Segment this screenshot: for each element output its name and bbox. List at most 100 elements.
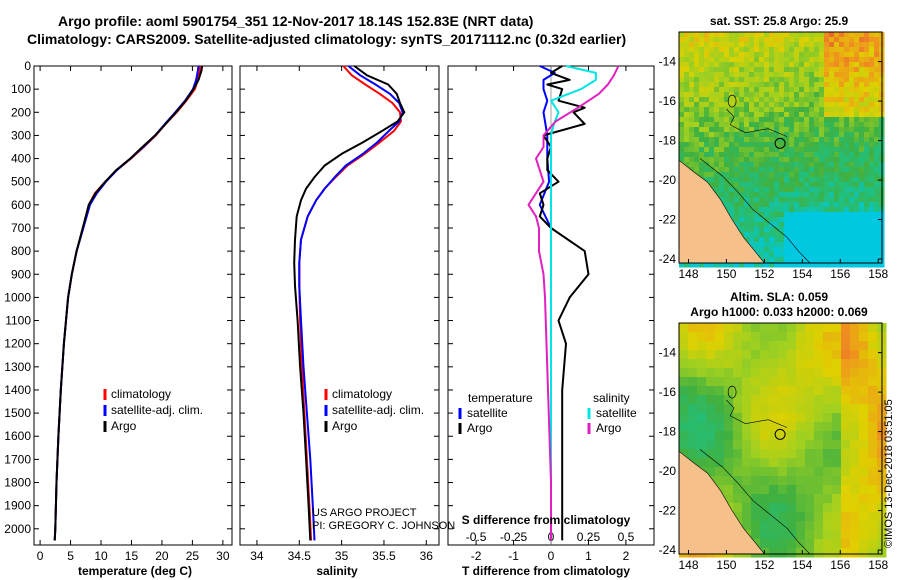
map-cell bbox=[859, 217, 865, 223]
map-cell bbox=[854, 47, 860, 53]
map-cell bbox=[824, 187, 830, 193]
map-cell bbox=[844, 67, 850, 73]
map-cell bbox=[839, 252, 845, 258]
map-cell bbox=[699, 262, 705, 268]
map-cell bbox=[849, 192, 855, 198]
map-cell bbox=[764, 132, 770, 138]
map-cell bbox=[829, 92, 835, 98]
map-cell bbox=[779, 242, 785, 248]
map-cell bbox=[733, 431, 743, 441]
map-cell bbox=[729, 97, 735, 103]
map-cell bbox=[844, 202, 850, 208]
map-cell bbox=[769, 262, 775, 268]
map-cell bbox=[829, 252, 835, 258]
map-cell bbox=[868, 404, 878, 414]
map-cell bbox=[724, 77, 730, 83]
map-cell bbox=[859, 440, 869, 450]
map-cell bbox=[824, 237, 830, 243]
map-cell bbox=[751, 503, 761, 513]
map-cell bbox=[809, 72, 815, 78]
map-cell bbox=[844, 62, 850, 68]
map-cell bbox=[778, 485, 788, 495]
map-cell bbox=[784, 152, 790, 158]
map-cell bbox=[769, 167, 775, 173]
map-cell bbox=[744, 62, 750, 68]
map-cell bbox=[759, 107, 765, 113]
map-cell bbox=[854, 72, 860, 78]
map-cell bbox=[759, 47, 765, 53]
map-cell bbox=[868, 350, 878, 360]
map-cell bbox=[849, 222, 855, 228]
map-cell bbox=[819, 262, 825, 268]
map-cell bbox=[829, 112, 835, 118]
map-cell bbox=[715, 332, 725, 342]
map-cell bbox=[805, 467, 815, 477]
map-cell bbox=[849, 147, 855, 153]
map-cell bbox=[864, 197, 870, 203]
map-cell bbox=[796, 440, 806, 450]
y-tick-label: 1600 bbox=[4, 429, 31, 443]
map-cell bbox=[864, 72, 870, 78]
map-cell bbox=[784, 207, 790, 213]
map-cell bbox=[844, 227, 850, 233]
map-cell bbox=[769, 341, 779, 351]
map-cell bbox=[819, 112, 825, 118]
map-cell bbox=[689, 157, 695, 163]
map-cell bbox=[754, 192, 760, 198]
map-cell bbox=[764, 147, 770, 153]
map-cell bbox=[849, 182, 855, 188]
map-cell bbox=[823, 494, 833, 504]
map-cell bbox=[844, 72, 850, 78]
map-cell bbox=[794, 117, 800, 123]
map-cell bbox=[733, 368, 743, 378]
map-cell bbox=[739, 77, 745, 83]
map-cell bbox=[742, 458, 752, 468]
map-cell bbox=[779, 107, 785, 113]
map-cell bbox=[859, 112, 865, 118]
map-cell bbox=[684, 72, 690, 78]
sla-map-title: Altim. SLA: 0.059 bbox=[730, 290, 828, 304]
map-cell bbox=[734, 87, 740, 93]
map-cell bbox=[789, 262, 795, 268]
map-cell bbox=[751, 485, 761, 495]
map-frame bbox=[678, 322, 883, 555]
map-cell bbox=[679, 117, 685, 123]
map-cell bbox=[859, 57, 865, 63]
map-cell bbox=[854, 262, 860, 268]
map-cell bbox=[742, 359, 752, 369]
map-cell bbox=[799, 122, 805, 128]
map-cell bbox=[874, 197, 880, 203]
map-cell bbox=[733, 332, 743, 342]
map-cell bbox=[789, 177, 795, 183]
map-cell bbox=[849, 252, 855, 258]
map-cell bbox=[794, 122, 800, 128]
map-cell bbox=[814, 252, 820, 258]
map-cell bbox=[754, 57, 760, 63]
map-cell bbox=[706, 368, 716, 378]
map-cell bbox=[804, 177, 810, 183]
map-cell bbox=[779, 147, 785, 153]
map-cell bbox=[784, 92, 790, 98]
map-cell bbox=[804, 217, 810, 223]
map-cell bbox=[834, 62, 840, 68]
map-cell bbox=[796, 431, 806, 441]
map-cell bbox=[839, 172, 845, 178]
map-cell bbox=[778, 377, 788, 387]
map-cell bbox=[684, 62, 690, 68]
map-cell bbox=[819, 37, 825, 43]
map-cell bbox=[704, 147, 710, 153]
map-cell bbox=[824, 217, 830, 223]
map-cell bbox=[874, 212, 880, 218]
map-cell bbox=[849, 62, 855, 68]
map-cell bbox=[832, 521, 842, 531]
map-cell bbox=[799, 242, 805, 248]
map-cell bbox=[794, 127, 800, 133]
map-cell bbox=[688, 368, 698, 378]
map-cell bbox=[724, 197, 730, 203]
map-cell bbox=[764, 67, 770, 73]
map-cell bbox=[760, 485, 770, 495]
map-cell bbox=[724, 422, 734, 432]
map-cell bbox=[794, 102, 800, 108]
map-cell bbox=[754, 42, 760, 48]
